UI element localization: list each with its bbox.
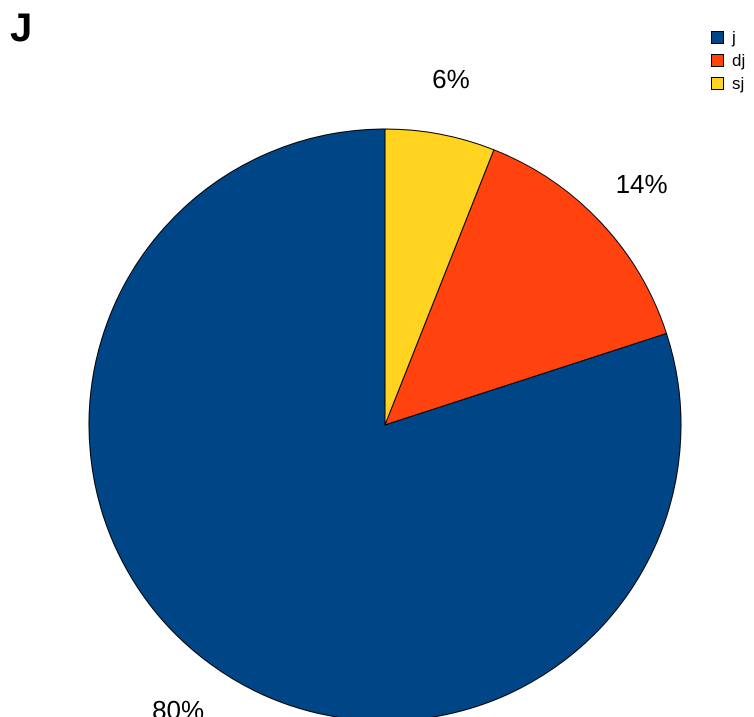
legend-item-j: j — [711, 26, 754, 49]
legend: j dj sj — [711, 26, 754, 95]
legend-label-sj: sj — [732, 74, 745, 93]
pie-slice-j — [88, 128, 682, 717]
pie-label-sj: 6% — [432, 64, 470, 94]
legend-swatch-dj — [711, 54, 724, 67]
pie-label-j: 80% — [152, 695, 204, 717]
legend-swatch-sj — [711, 77, 724, 90]
legend-swatch-j — [711, 31, 724, 44]
pie-data-labels: 6% 14% 80% — [152, 64, 668, 717]
pie-slices — [88, 128, 682, 717]
pie-label-dj: 14% — [616, 169, 668, 199]
legend-item-sj: sj — [711, 72, 754, 95]
legend-label-j: j — [732, 28, 736, 47]
legend-label-dj: dj — [732, 51, 746, 70]
chart-title: J — [10, 6, 33, 50]
legend-item-dj: dj — [711, 49, 754, 72]
